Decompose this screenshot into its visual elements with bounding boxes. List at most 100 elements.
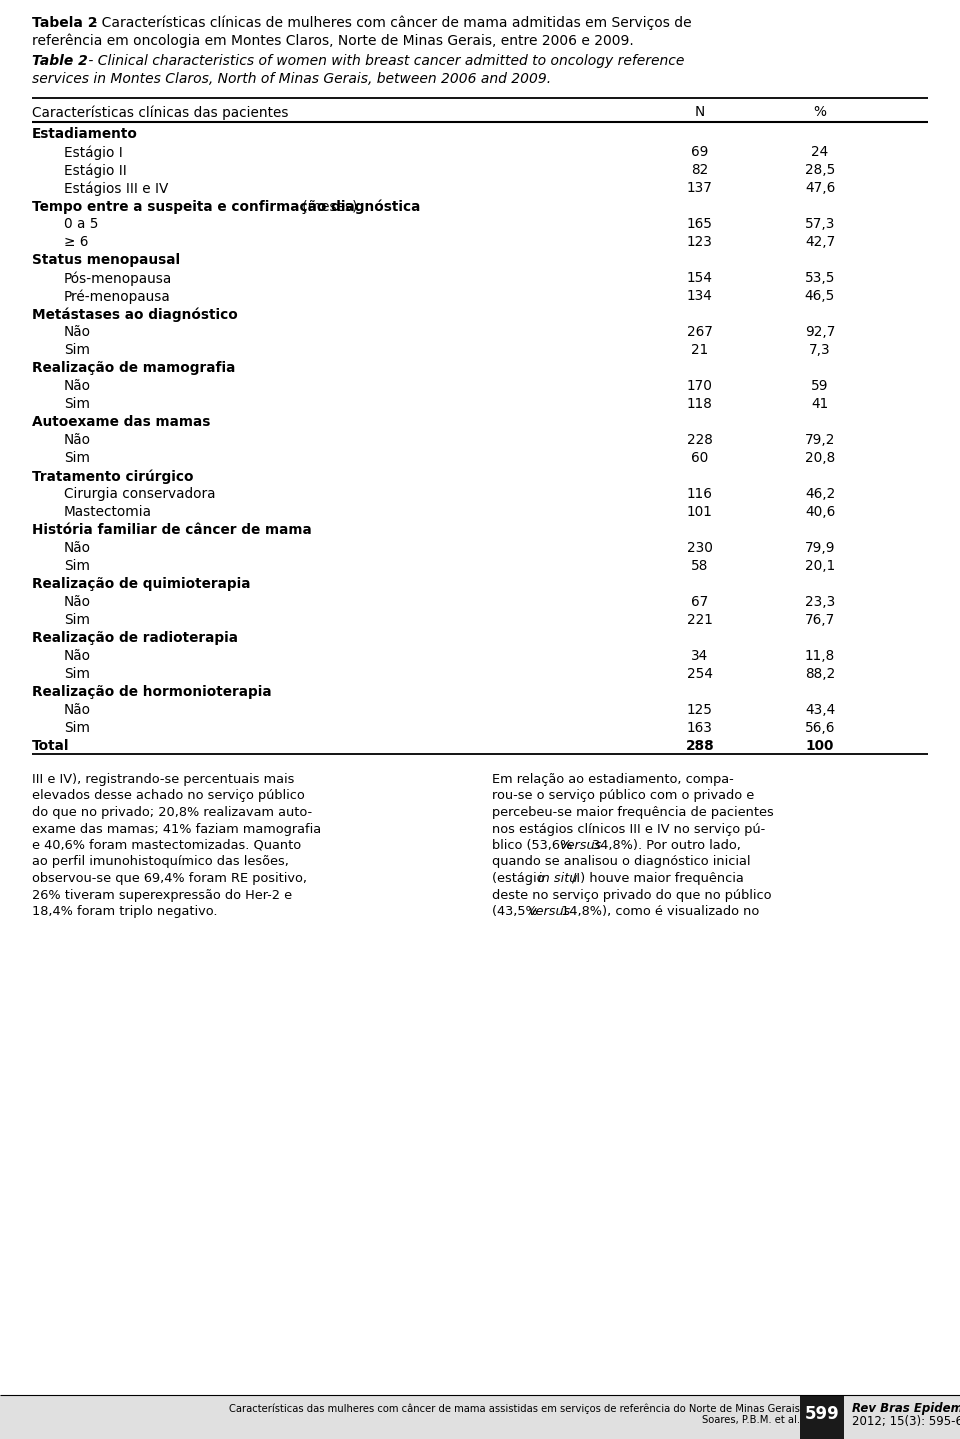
Text: 0 a 5: 0 a 5 [64, 217, 99, 232]
Bar [800, 1394, 844, 1439]
Text: quando se analisou o diagnóstico inicial: quando se analisou o diagnóstico inicial [492, 856, 751, 869]
Text: ao perfil imunohistoquímico das lesões,: ao perfil imunohistoquímico das lesões, [32, 856, 289, 869]
Text: - Características clínicas de mulheres com câncer de mama admitidas em Serviços : - Características clínicas de mulheres c… [88, 16, 691, 30]
Text: 28,5: 28,5 [804, 163, 835, 177]
Text: 100: 100 [805, 740, 834, 753]
Text: 170: 170 [687, 378, 713, 393]
Text: Não: Não [64, 649, 91, 663]
Text: 18,4% foram triplo negativo.: 18,4% foram triplo negativo. [32, 905, 218, 918]
Text: Características das mulheres com câncer de mama assistidas em serviços de referê: Características das mulheres com câncer … [229, 1403, 800, 1413]
Text: 163: 163 [687, 721, 713, 735]
Text: /I) houve maior frequência: /I) houve maior frequência [572, 872, 744, 885]
Text: Não: Não [64, 325, 91, 340]
Text: 46,5: 46,5 [804, 289, 835, 304]
Text: Status menopausal: Status menopausal [32, 253, 180, 268]
Text: Sim: Sim [64, 450, 90, 465]
Text: Tempo entre a suspeita e confirmação diagnóstica: Tempo entre a suspeita e confirmação dia… [32, 199, 420, 213]
Text: 92,7: 92,7 [804, 325, 835, 340]
Text: e 40,6% foram mastectomizadas. Quanto: e 40,6% foram mastectomizadas. Quanto [32, 839, 301, 852]
Text: 11,8: 11,8 [804, 649, 835, 663]
Text: Sim: Sim [64, 342, 90, 357]
Text: Pós-menopausa: Pós-menopausa [64, 271, 172, 285]
Bar [0, 1394, 960, 1439]
Text: ≥ 6: ≥ 6 [64, 235, 88, 249]
Text: do que no privado; 20,8% realizavam auto-: do que no privado; 20,8% realizavam auto… [32, 806, 312, 819]
Text: 67: 67 [691, 594, 708, 609]
Text: 59: 59 [811, 378, 828, 393]
Text: 118: 118 [687, 397, 713, 412]
Text: Autoexame das mamas: Autoexame das mamas [32, 414, 210, 429]
Text: 69: 69 [691, 145, 708, 158]
Text: 125: 125 [687, 704, 713, 717]
Text: 228: 228 [687, 433, 713, 448]
Text: (meses): (meses) [299, 199, 358, 213]
Text: 165: 165 [687, 217, 713, 232]
Text: Metástases ao diagnóstico: Metástases ao diagnóstico [32, 307, 238, 321]
Text: Sim: Sim [64, 613, 90, 627]
Text: - Clinical characteristics of women with breast cancer admitted to oncology refe: - Clinical characteristics of women with… [84, 55, 684, 68]
Text: 7,3: 7,3 [809, 342, 830, 357]
Text: Sim: Sim [64, 668, 90, 681]
Text: 40,6: 40,6 [804, 505, 835, 519]
Text: Sim: Sim [64, 558, 90, 573]
Text: História familiar de câncer de mama: História familiar de câncer de mama [32, 522, 312, 537]
Text: 53,5: 53,5 [804, 271, 835, 285]
Text: Mastectomia: Mastectomia [64, 505, 152, 519]
Text: Estágio I: Estágio I [64, 145, 123, 160]
Text: 41: 41 [811, 397, 828, 412]
Text: 42,7: 42,7 [804, 235, 835, 249]
Text: 14,8%), como é visualizado no: 14,8%), como é visualizado no [557, 905, 759, 918]
Text: 2012; 15(3): 595-604: 2012; 15(3): 595-604 [852, 1415, 960, 1427]
Text: in situ: in situ [539, 872, 578, 885]
Text: Características clínicas das pacientes: Características clínicas das pacientes [32, 105, 289, 119]
Text: Cirurgia conservadora: Cirurgia conservadora [64, 486, 215, 501]
Text: 57,3: 57,3 [804, 217, 835, 232]
Text: 123: 123 [687, 235, 713, 249]
Text: 79,9: 79,9 [804, 541, 835, 555]
Text: 58: 58 [691, 558, 708, 573]
Text: 23,3: 23,3 [804, 594, 835, 609]
Text: Tabela 2: Tabela 2 [32, 16, 98, 30]
Text: Total: Total [32, 740, 69, 753]
Text: 26% tiveram superexpressão do Her-2 e: 26% tiveram superexpressão do Her-2 e [32, 888, 292, 901]
Text: Estágio II: Estágio II [64, 163, 127, 177]
Text: N: N [695, 105, 706, 119]
Text: elevados desse achado no serviço público: elevados desse achado no serviço público [32, 790, 304, 803]
Text: Realização de hormonioterapia: Realização de hormonioterapia [32, 685, 272, 699]
Text: 134: 134 [687, 289, 713, 304]
Text: 221: 221 [687, 613, 713, 627]
Text: 116: 116 [687, 486, 713, 501]
Text: 599: 599 [804, 1404, 839, 1423]
Text: III e IV), registrando-se percentuais mais: III e IV), registrando-se percentuais ma… [32, 773, 295, 786]
Text: 20,8: 20,8 [804, 450, 835, 465]
Text: Não: Não [64, 433, 91, 448]
Text: Estadiamento: Estadiamento [32, 127, 138, 141]
Text: Soares, P.B.M. et al.: Soares, P.B.M. et al. [702, 1415, 800, 1425]
Text: percebeu-se maior frequência de pacientes: percebeu-se maior frequência de paciente… [492, 806, 774, 819]
Text: 56,6: 56,6 [804, 721, 835, 735]
Text: Sim: Sim [64, 721, 90, 735]
Text: Não: Não [64, 704, 91, 717]
Text: exame das mamas; 41% faziam mamografia: exame das mamas; 41% faziam mamografia [32, 823, 322, 836]
Text: 21: 21 [691, 342, 708, 357]
Text: Não: Não [64, 378, 91, 393]
Text: 43,4: 43,4 [804, 704, 835, 717]
Text: %: % [813, 105, 827, 119]
Text: Table 2: Table 2 [32, 55, 87, 68]
Text: 20,1: 20,1 [804, 558, 835, 573]
Text: rou-se o serviço público com o privado e: rou-se o serviço público com o privado e [492, 790, 755, 803]
Text: Rev Bras Epidemiol: Rev Bras Epidemiol [852, 1402, 960, 1415]
Text: 288: 288 [685, 740, 714, 753]
Text: 24: 24 [811, 145, 828, 158]
Text: services in Montes Claros, North of Minas Gerais, between 2006 and 2009.: services in Montes Claros, North of Mina… [32, 72, 551, 86]
Text: 34,8%). Por outro lado,: 34,8%). Por outro lado, [588, 839, 740, 852]
Text: referência em oncologia em Montes Claros, Norte de Minas Gerais, entre 2006 e 20: referência em oncologia em Montes Claros… [32, 35, 634, 49]
Text: Tratamento cirúrgico: Tratamento cirúrgico [32, 469, 194, 484]
Text: nos estágios clínicos III e IV no serviço pú-: nos estágios clínicos III e IV no serviç… [492, 823, 765, 836]
Text: Em relação ao estadiamento, compa-: Em relação ao estadiamento, compa- [492, 773, 733, 786]
Text: 82: 82 [691, 163, 708, 177]
Text: Realização de quimioterapia: Realização de quimioterapia [32, 577, 251, 591]
Text: blico (53,6%: blico (53,6% [492, 839, 576, 852]
Text: Sim: Sim [64, 397, 90, 412]
Text: observou-se que 69,4% foram RE positivo,: observou-se que 69,4% foram RE positivo, [32, 872, 307, 885]
